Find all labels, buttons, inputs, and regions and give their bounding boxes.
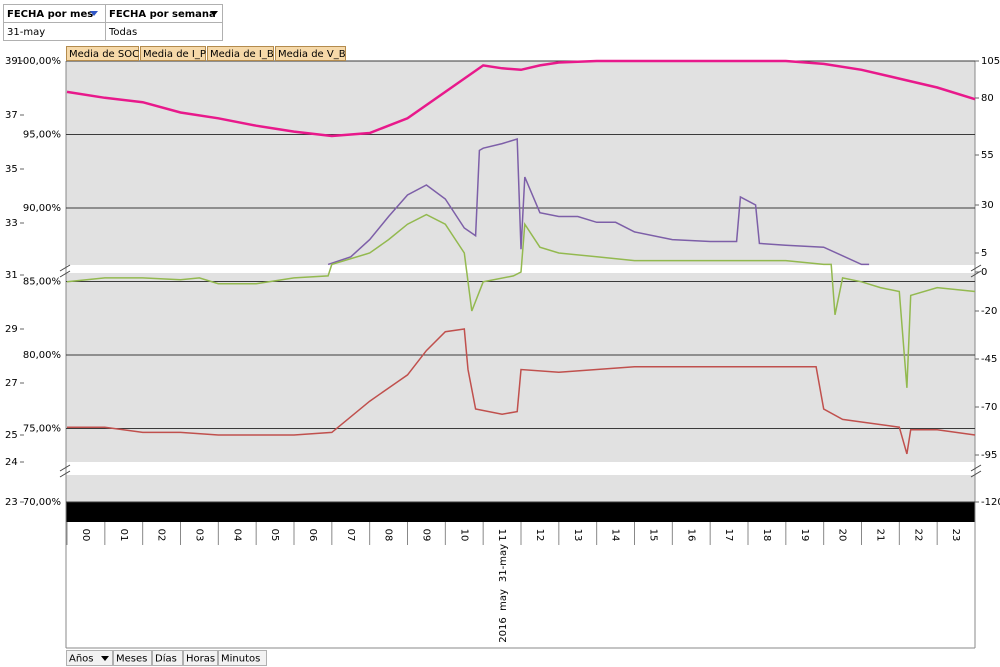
y2-tick-label: 80 bbox=[981, 93, 994, 104]
y3-tick-label: 33 bbox=[5, 218, 18, 229]
x-tick-label: 04 bbox=[231, 529, 242, 542]
axis-button[interactable] bbox=[152, 650, 183, 666]
dropdown-arrow[interactable] bbox=[90, 11, 98, 16]
x-group-label: may bbox=[498, 589, 509, 611]
filter-label[interactable]: FECHA por mes bbox=[7, 9, 93, 20]
axis-button-label[interactable]: Meses bbox=[116, 654, 147, 665]
axis-button-label[interactable]: Años bbox=[69, 654, 94, 665]
x-tick-label: 16 bbox=[685, 529, 696, 542]
x-tick-label: 12 bbox=[534, 529, 545, 542]
y2-tick-label: 30 bbox=[981, 200, 994, 211]
field-button[interactable] bbox=[207, 46, 274, 61]
x-tick-label: 11 bbox=[496, 529, 507, 542]
y2-tick-label: 105 bbox=[981, 56, 1000, 67]
y2-tick-label: 5 bbox=[981, 248, 987, 259]
y3-tick-label: 24 bbox=[5, 457, 18, 468]
axis-button-label[interactable]: Días bbox=[155, 653, 177, 665]
x-tick-label: 18 bbox=[761, 529, 772, 542]
panel bbox=[66, 475, 975, 502]
x-tick-label: 05 bbox=[269, 529, 280, 542]
y2-tick-label: -120 bbox=[981, 497, 1000, 508]
y2-tick-label: -70 bbox=[981, 402, 997, 413]
panel bbox=[66, 273, 975, 462]
x-tick-label: 02 bbox=[156, 529, 167, 542]
x-tick-label: 13 bbox=[572, 529, 583, 542]
dropdown-arrow[interactable] bbox=[210, 11, 218, 16]
x-tick-label: 00 bbox=[80, 529, 91, 542]
x-group-label: 2016 bbox=[498, 617, 509, 642]
y3-tick-label: 35 bbox=[5, 164, 18, 175]
x-group-label: 31-may bbox=[498, 544, 509, 582]
axis-button[interactable] bbox=[66, 650, 113, 666]
y3-tick-label: 39 bbox=[5, 56, 18, 67]
x-tick-label: 03 bbox=[193, 529, 204, 542]
y3-tick-label: 23 bbox=[5, 497, 18, 508]
dropdown-arrow[interactable] bbox=[101, 656, 109, 661]
x-tick-label: 20 bbox=[837, 529, 848, 542]
y-tick-label: 85,00% bbox=[23, 277, 61, 288]
series-line bbox=[327, 137, 870, 266]
y3-tick-label: 29 bbox=[5, 324, 18, 335]
x-tick-label: 23 bbox=[950, 529, 961, 542]
axis-button[interactable] bbox=[218, 650, 267, 666]
x-tick-label: 07 bbox=[345, 529, 356, 542]
x-tick-label: 19 bbox=[799, 529, 810, 542]
y2-tick-label: -45 bbox=[981, 354, 997, 365]
x-tick-label: 22 bbox=[912, 529, 923, 542]
x-tick-label: 10 bbox=[458, 529, 469, 542]
y3-tick-label: 31 bbox=[5, 270, 18, 281]
axis-break bbox=[59, 264, 982, 478]
series-line bbox=[67, 328, 976, 455]
field-button[interactable] bbox=[66, 46, 139, 61]
x-tick-label: 17 bbox=[723, 529, 734, 542]
filter-value-cell bbox=[105, 22, 223, 41]
series-line bbox=[66, 213, 976, 388]
y-tick-label: 100,00% bbox=[17, 56, 62, 67]
x-tick-label: 09 bbox=[420, 529, 431, 542]
legend-label[interactable]: Media de SOC bbox=[69, 49, 139, 60]
axis-button-label[interactable]: Horas bbox=[186, 654, 215, 665]
series-line bbox=[66, 59, 976, 138]
y2-tick-label: -95 bbox=[981, 450, 997, 461]
x-tick-label: 08 bbox=[383, 529, 394, 542]
filter-label[interactable]: FECHA por semana bbox=[109, 9, 216, 20]
y2-tick-label: 55 bbox=[981, 150, 994, 161]
legend-label[interactable]: Media de V_B bbox=[278, 49, 346, 60]
filter-value: Todas bbox=[108, 27, 137, 38]
axis-button[interactable] bbox=[113, 650, 152, 666]
filter-value: 31-may bbox=[7, 27, 45, 38]
x-tick-label: 15 bbox=[647, 529, 658, 542]
y-tick-label: 95,00% bbox=[23, 130, 61, 141]
y-tick-label: 70,00% bbox=[23, 497, 61, 508]
y-tick-label: 75,00% bbox=[23, 424, 61, 435]
axis-button[interactable] bbox=[183, 650, 218, 666]
field-button[interactable] bbox=[275, 46, 346, 61]
y-tick-label: 90,00% bbox=[23, 203, 61, 214]
y-tick-label: 80,00% bbox=[23, 350, 61, 361]
x-tick-label: 14 bbox=[610, 529, 621, 542]
y3-tick-label: 37 bbox=[5, 110, 18, 121]
legend-label[interactable]: Media de I_B bbox=[210, 49, 274, 60]
y3-tick-label: 27 bbox=[5, 378, 18, 389]
x-tick-label: 01 bbox=[118, 529, 129, 542]
plot-area bbox=[59, 61, 982, 649]
y2-tick-label: 0 bbox=[981, 267, 987, 278]
axis-band bbox=[66, 502, 975, 522]
field-button[interactable] bbox=[140, 46, 206, 61]
y3-tick-label: 25 bbox=[5, 430, 18, 441]
x-tick-label: 21 bbox=[874, 529, 885, 542]
axis-button-label[interactable]: Minutos bbox=[221, 654, 260, 665]
legend-label[interactable]: Media de I_P bbox=[143, 49, 206, 60]
x-tick-label: 06 bbox=[307, 529, 318, 542]
y2-tick-label: -20 bbox=[981, 306, 997, 317]
